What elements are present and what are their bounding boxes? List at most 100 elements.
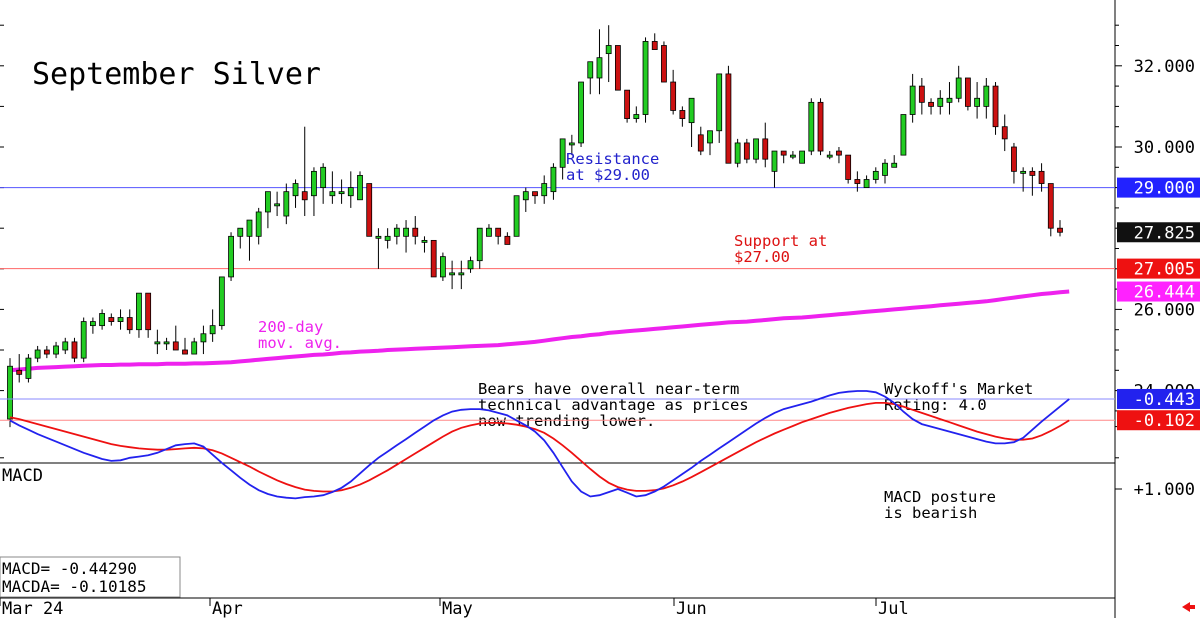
last-price-label: 27.825 [1134,223,1195,243]
candle-body [264,191,271,213]
candle [25,354,32,383]
candle-body [743,142,750,160]
candle [16,354,23,383]
candle-body [863,179,870,188]
candle-body [172,341,179,351]
candle-body [7,365,13,420]
candle [311,167,317,217]
candle [7,358,13,428]
candle-body [311,170,317,197]
candle-body [808,101,815,152]
candle-body [651,41,658,50]
candle-body [587,61,594,79]
candle [946,82,953,115]
candle-body [983,85,990,107]
readout-box [0,556,181,598]
candle-body [697,134,704,152]
price-tick-label: 30.000 [1134,138,1195,158]
time-label: May [442,599,473,618]
candle-body [1057,227,1063,233]
time-label: Mar 24 [2,599,63,618]
candle [596,29,603,95]
candle-body [734,142,741,164]
candle [292,179,299,208]
candle [117,309,124,330]
candle [283,183,290,225]
candle-body [1038,170,1045,184]
candle [218,276,225,330]
macda-readout: MACDA= -0.10185 [2,577,147,596]
candle [863,175,870,188]
candle-body [209,325,216,335]
candle-body [836,150,842,156]
candle-body [347,187,354,197]
candle-body [928,101,934,107]
candle-body [403,227,409,237]
candle [108,313,115,326]
candle [918,77,925,115]
candle-body [237,227,244,237]
candle [458,260,465,290]
candle [430,239,437,278]
candle-body [992,85,999,128]
candle-body [937,97,944,107]
candle-body [624,89,631,119]
candle-body [439,256,446,278]
candle-body [909,85,916,115]
candle [366,183,373,237]
candle-body [495,227,502,237]
candle-body [918,85,925,103]
candle [743,138,750,164]
candle-body [974,97,981,107]
candle-body [771,150,778,172]
candle-body [661,45,667,83]
candle [817,98,824,156]
candle-body [163,341,170,345]
candle-body [62,341,69,351]
candle-body [191,341,198,355]
candle [578,81,584,147]
reference-label: 27.005 [1134,260,1195,280]
reference-label-box [1117,258,1200,279]
candle [587,61,594,95]
candle [209,309,216,342]
candle-body [596,57,603,79]
annotation: 200-day mov. avg. [258,318,342,352]
candle-body [522,191,529,201]
candle-body [642,41,649,115]
candle [403,220,409,253]
candle [495,227,502,245]
candle-body [725,73,732,164]
candle-body [430,239,437,278]
candle-body [762,138,769,160]
candle-body [80,321,87,359]
candle-body [614,45,621,91]
candle [522,187,529,212]
annotation: Resistance at $29.00 [566,150,659,184]
candle [357,171,363,201]
candle [550,163,557,200]
candle [200,325,207,355]
candle-body [541,183,548,197]
candle-body [513,195,520,237]
candle-body [688,97,695,124]
candle [393,224,400,245]
candle [513,195,520,237]
candle [145,292,152,338]
candle [71,337,78,363]
candle [734,138,741,168]
candle [568,134,575,156]
candle [789,151,796,160]
annotation: Support at $27.00 [734,232,827,266]
candle [154,329,161,355]
candle-body [1047,183,1054,229]
candle [1029,167,1036,196]
candle [1057,220,1063,237]
last-price-box [1117,222,1200,243]
candle-body [200,333,207,343]
candle-body [789,154,796,158]
candle [780,150,787,164]
scroll-left-arrow-icon [1182,602,1190,612]
candle [753,138,759,164]
candle [845,154,852,184]
